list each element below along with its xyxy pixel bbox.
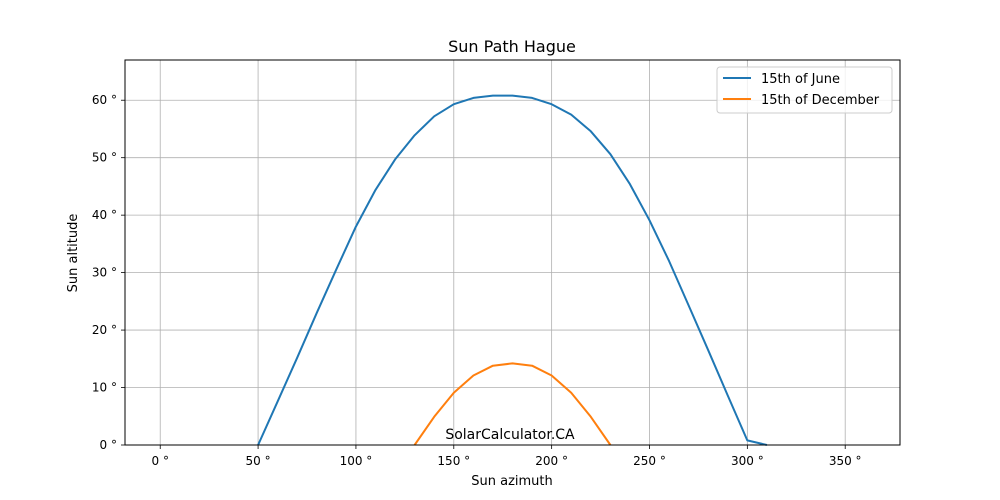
plot-frame: [124, 59, 901, 446]
legend-box: [716, 66, 893, 114]
legend-label-june: 15th of June: [761, 72, 840, 87]
y-tick-label: 60 °: [92, 93, 117, 107]
x-axis-title: Sun azimuth: [471, 474, 553, 489]
x-tick-label: 250 °: [633, 454, 666, 468]
chart-title: Sun Path Hague: [448, 37, 576, 56]
series-line-december: [413, 362, 612, 446]
x-tick-label: 0 °: [152, 454, 169, 468]
y-axis-ticks: 0 ° 10 ° 20 ° 30 ° 40 ° 50 ° 60 °: [92, 93, 125, 452]
x-tick-label: 150 °: [437, 454, 470, 468]
x-tick-label: 200 °: [535, 454, 568, 468]
plot-area: [125, 60, 900, 445]
x-tick-label: 100 °: [340, 454, 373, 468]
legend: 15th of June 15th of December: [716, 66, 893, 114]
y-tick-label: 0 °: [100, 438, 117, 452]
x-tick-label: 300 °: [731, 454, 764, 468]
y-tick-label: 50 °: [92, 151, 117, 165]
watermark-annotation: SolarCalculator.CA: [445, 427, 575, 443]
y-axis-title: Sun altitude: [66, 214, 81, 293]
y-tick-label: 10 °: [92, 381, 117, 395]
x-tick-label: 50 °: [246, 454, 271, 468]
y-tick-label: 20 °: [92, 323, 117, 337]
y-tick-label: 30 °: [92, 266, 117, 280]
x-tick-label: 350 °: [829, 454, 862, 468]
y-tick-label: 40 °: [92, 208, 117, 222]
series-line-june: [257, 94, 768, 446]
legend-label-december: 15th of December: [761, 93, 880, 108]
x-axis-ticks: 0 ° 50 ° 100 ° 150 ° 200 ° 250 ° 300 ° 350 °: [152, 445, 862, 468]
series-group: [257, 94, 768, 446]
